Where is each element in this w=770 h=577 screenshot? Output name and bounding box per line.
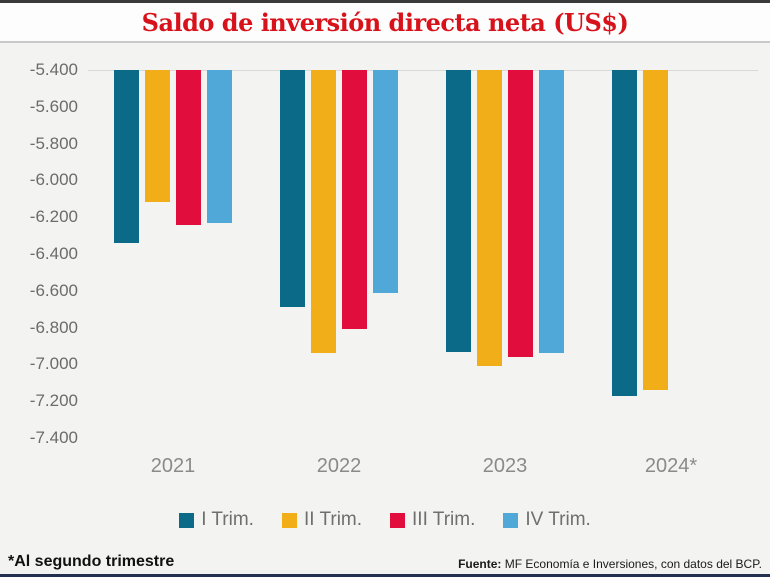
x-tick-label: 2022 xyxy=(316,455,362,477)
y-tick-label: -5.400 xyxy=(29,60,78,79)
bar-chart: -5.400 -5.600 -5.800 -6.000 -6.200 -6.400 -6.6… xyxy=(0,43,770,495)
source-label: Fuente: xyxy=(458,557,502,571)
x-tick-label: 2024* xyxy=(644,455,698,477)
x-axis: 2021 2022 2023 2024* xyxy=(90,455,754,478)
y-tick-label: -6.600 xyxy=(29,280,78,300)
source-text: MF Economía e Inversiones, con datos del… xyxy=(501,557,762,571)
y-tick-label: -7.400 xyxy=(29,428,78,447)
bar xyxy=(373,70,398,293)
legend-item: II Trim. xyxy=(281,509,363,531)
bar xyxy=(145,70,170,202)
bar xyxy=(612,70,637,396)
bar xyxy=(311,70,336,353)
bar xyxy=(342,70,367,329)
legend-label: IV Trim. xyxy=(525,509,591,530)
y-tick-label: -7.000 xyxy=(29,354,78,374)
axis-baseline xyxy=(88,70,758,71)
chart-legend: I Trim. II Trim. III Trim. IV Trim. xyxy=(0,505,770,535)
y-tick-label: -6.200 xyxy=(29,207,78,227)
y-tick-label: -7.200 xyxy=(29,391,78,411)
y-tick-label: -6.000 xyxy=(29,170,78,190)
bar xyxy=(207,70,232,223)
title-band: Saldo de inversión directa neta (US$) xyxy=(0,3,770,43)
legend-swatch-icon xyxy=(390,512,406,528)
bars-area xyxy=(90,70,754,470)
bottom-rule xyxy=(0,574,770,577)
legend-item: III Trim. xyxy=(390,509,475,531)
source-line: Fuente: MF Economía e Inversiones, con d… xyxy=(458,557,762,571)
footer: *Al segundo trimestre Fuente: MF Economí… xyxy=(8,553,762,571)
legend-item: I Trim. xyxy=(179,509,254,531)
bar-group-2022 xyxy=(256,70,422,470)
y-tick-label: -6.400 xyxy=(29,244,78,263)
legend-label: III Trim. xyxy=(412,509,476,530)
legend-label: I Trim. xyxy=(201,509,254,530)
bar xyxy=(643,70,668,390)
bar xyxy=(114,70,139,243)
bar xyxy=(508,70,533,357)
bar xyxy=(176,70,201,225)
bar-group-2024 xyxy=(588,70,754,470)
bar xyxy=(539,70,564,353)
x-tick-label: 2023 xyxy=(482,455,528,477)
legend-swatch-icon xyxy=(503,512,519,528)
legend-item: IV Trim. xyxy=(503,509,591,531)
y-tick-label: -5.800 xyxy=(29,133,78,153)
footnote: *Al segundo trimestre xyxy=(8,553,175,570)
x-tick-label: 2021 xyxy=(150,455,196,477)
legend-swatch-icon xyxy=(281,512,297,528)
bar-group-2021 xyxy=(90,70,256,470)
y-tick-label: -6.800 xyxy=(29,317,78,337)
y-tick-label: -5.600 xyxy=(29,96,78,116)
bar xyxy=(477,70,502,366)
top-rule xyxy=(0,0,770,3)
legend-label: II Trim. xyxy=(303,509,363,530)
bar xyxy=(280,70,305,307)
bar-group-2023 xyxy=(422,70,588,470)
page-title: Saldo de inversión directa neta (US$) xyxy=(141,7,629,37)
legend-swatch-icon xyxy=(179,512,195,528)
bar xyxy=(446,70,471,352)
